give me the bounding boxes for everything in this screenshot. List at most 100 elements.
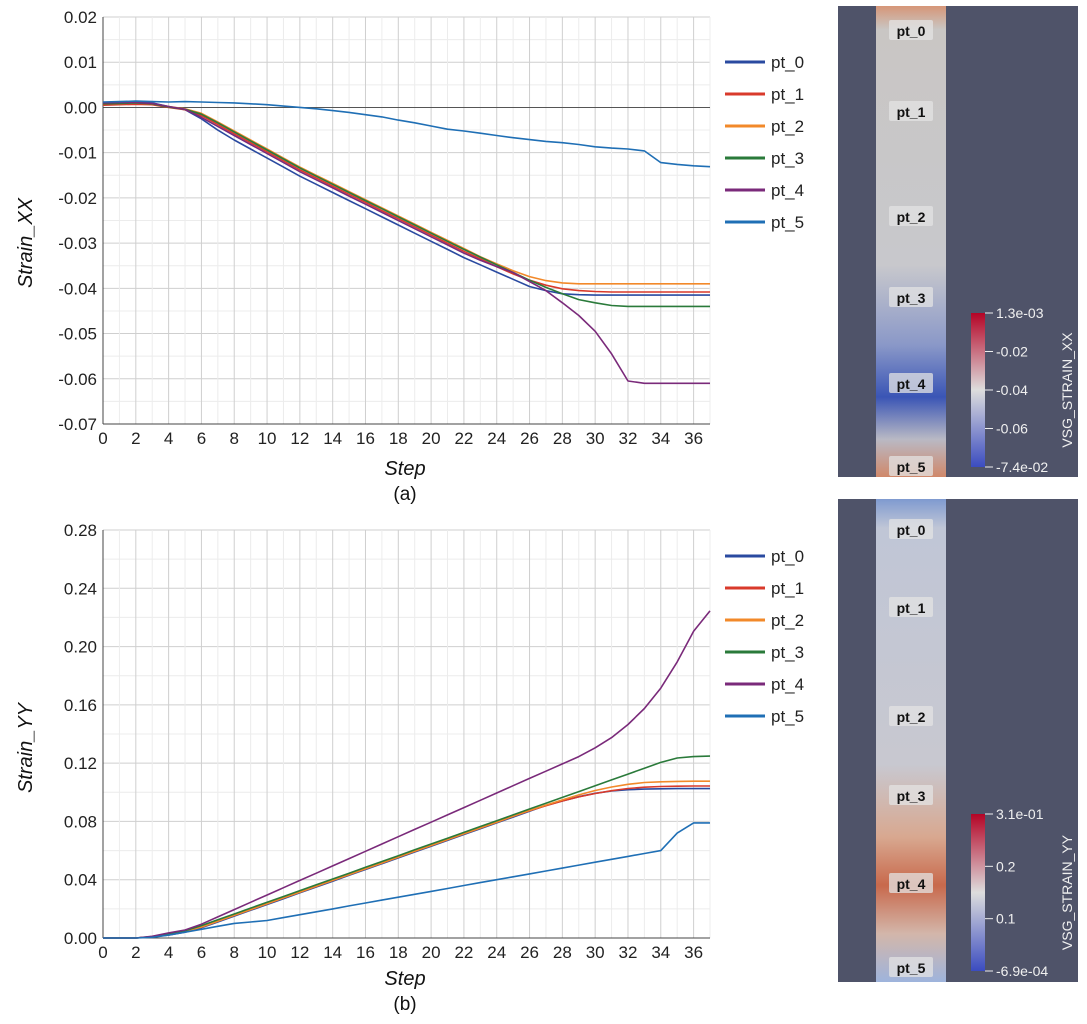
legend-label: pt_1 [771, 85, 804, 104]
colorbar-label: -6.9e-04 [996, 963, 1048, 979]
legend-label: pt_3 [771, 643, 804, 662]
point-label-bg [889, 873, 933, 893]
legend-label: pt_0 [771, 53, 804, 72]
panel-caption: (b) [393, 994, 416, 1015]
point-label-bg [889, 20, 933, 40]
series-line-pt-2 [103, 780, 710, 939]
x-tick-label: 20 [422, 943, 441, 962]
x-tick-label: 12 [290, 943, 309, 962]
point-label-bg [889, 206, 933, 226]
point-label: pt_2 [897, 709, 926, 725]
x-tick-label: 30 [586, 943, 605, 962]
colorbar-label: -0.04 [996, 382, 1028, 398]
x-axis-title: Step [384, 968, 425, 990]
x-tick-label: 36 [684, 429, 703, 448]
series-line-pt-4 [102, 101, 710, 385]
point-label-bg [889, 957, 933, 977]
x-tick-label: 28 [553, 943, 572, 962]
colorbar-title: VSG_STRAIN_YY [1059, 834, 1075, 950]
colorbar [971, 313, 985, 467]
legend-label: pt_0 [771, 547, 804, 566]
specimen-body [876, 6, 946, 477]
y-tick-label: 0.00 [64, 929, 97, 948]
legend-label: pt_5 [771, 213, 804, 232]
point-label: pt_4 [897, 876, 926, 892]
y-tick-label: -0.06 [58, 370, 97, 389]
series-line-pt-5 [102, 100, 711, 168]
legend-label: pt_4 [771, 181, 804, 200]
x-tick-label: 0 [98, 429, 107, 448]
x-tick-label: 26 [520, 943, 539, 962]
y-tick-label: -0.07 [58, 415, 97, 434]
y-tick-label: 0.04 [64, 871, 97, 890]
point-label-bg [889, 706, 933, 726]
y-tick-label: 0.12 [64, 754, 97, 773]
colorbar-label: -0.02 [996, 344, 1028, 360]
x-tick-label: 22 [454, 429, 473, 448]
series-line-pt-1 [103, 785, 710, 939]
y-axis-title: Strain_YY [15, 701, 37, 793]
colorbar-label: 0.2 [996, 858, 1016, 874]
legend-label: pt_1 [771, 579, 804, 598]
specimen-image-xx: pt_0 pt_1 pt_2 pt_3 pt_4 pt_5 1.3e-03 -0.02 -0.0… [838, 6, 1078, 477]
y-tick-label: 0.28 [64, 521, 97, 540]
x-tick-label: 6 [197, 943, 206, 962]
viewport-background [838, 6, 1078, 477]
y-tick-label: 0.02 [64, 8, 97, 27]
x-axis-title: Step [384, 458, 425, 480]
y-tick-label: 0.20 [64, 638, 97, 657]
x-tick-label: 36 [684, 943, 703, 962]
legend-label: pt_2 [771, 611, 804, 630]
y-tick-label: -0.01 [58, 144, 97, 163]
y-tick-label: -0.03 [58, 234, 97, 253]
y-tick-label: 0.16 [64, 696, 97, 715]
y-tick-label: 0.01 [64, 53, 97, 72]
x-tick-label: 32 [619, 429, 638, 448]
x-tick-label: 32 [619, 943, 638, 962]
point-label: pt_1 [897, 600, 926, 616]
point-label-bg [889, 519, 933, 539]
point-label: pt_1 [897, 104, 926, 120]
y-tick-label: 0.00 [64, 98, 97, 117]
colorbar-label: -7.4e-02 [996, 459, 1048, 475]
viewport-background [838, 499, 1078, 982]
legend-label: pt_5 [771, 707, 804, 726]
x-tick-label: 10 [258, 943, 277, 962]
x-tick-label: 10 [258, 429, 277, 448]
y-axis-title: Strain_XX [15, 197, 37, 288]
colorbar-label: 1.3e-03 [996, 305, 1044, 321]
y-tick-label: 0.24 [64, 579, 97, 598]
x-tick-label: 6 [197, 429, 206, 448]
x-tick-label: 4 [164, 943, 173, 962]
series-line-pt-0 [103, 787, 710, 939]
x-tick-label: 14 [323, 429, 342, 448]
chart-strain-yy: 0 2 4 6 8 10 12 14 16 18 20 22 24 26 28 30 32 34 360.280.2… [64, 521, 804, 962]
x-tick-label: 24 [487, 943, 506, 962]
x-tick-label: 8 [230, 943, 239, 962]
legend-label: pt_4 [771, 675, 804, 694]
x-tick-label: 8 [230, 429, 239, 448]
y-tick-label: -0.04 [58, 279, 97, 298]
colorbar-title: VSG_STRAIN_XX [1059, 332, 1075, 448]
colorbar [971, 814, 985, 971]
x-tick-label: 24 [487, 429, 506, 448]
colorbar-label: 3.1e-01 [996, 806, 1044, 822]
point-label-bg [889, 373, 933, 393]
x-tick-label: 18 [389, 943, 408, 962]
x-tick-label: 12 [290, 429, 309, 448]
x-tick-label: 20 [422, 429, 441, 448]
x-tick-label: 2 [131, 943, 140, 962]
point-label: pt_2 [897, 209, 926, 225]
x-tick-label: 0 [98, 943, 107, 962]
y-tick-label: 0.08 [64, 812, 97, 831]
point-label: pt_3 [897, 290, 926, 306]
colorbar-label: -0.06 [996, 421, 1028, 437]
point-label-bg [889, 287, 933, 307]
specimen-image-yy: pt_0 pt_1 pt_2 pt_3 pt_4 pt_5 3.1e-01 0.2 0.1 -6.… [838, 499, 1078, 982]
point-label: pt_4 [897, 376, 926, 392]
x-tick-label: 2 [131, 429, 140, 448]
y-tick-label: -0.02 [58, 189, 97, 208]
series-line-pt-3 [103, 755, 711, 939]
panel-caption: (a) [393, 484, 416, 505]
